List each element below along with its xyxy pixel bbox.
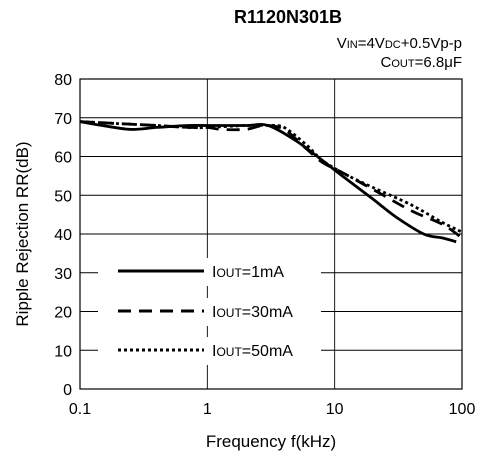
x-tick-label-1: 1 [203,401,212,418]
y-tick-label-0: 0 [63,382,72,399]
legend-label-1ma: IOUT=1mA [212,264,284,281]
y-tick-label-60: 60 [54,150,72,167]
condition-output-capacitor: COUT=6.8μF [380,54,462,71]
y-tick-label-70: 70 [54,111,72,128]
condition-input-voltage: VIN=4VDC+0.5Vp-p [337,35,462,52]
plot-frame [79,78,463,390]
y-tick-label-40: 40 [54,227,72,244]
y-axis-label: Ripple Rejection RR(dB) [13,141,32,326]
legend: IOUT=1mA IOUT=30mA IOUT=50mA [98,258,321,365]
series-line-2 [79,120,463,240]
x-tick-label-10: 10 [326,401,344,418]
legend-label-bg-1 [208,260,321,282]
series-line-3 [79,120,463,234]
series-lines [79,120,463,244]
legend-label-bg-2 [208,300,321,322]
series-line-1 [79,120,457,244]
y-tick-label-50: 50 [54,188,72,205]
legend-label-50ma: IOUT=50mA [212,343,293,360]
x-tick-label-100: 100 [449,401,476,418]
y-tick-label-30: 30 [54,266,72,283]
legend-label-30ma: IOUT=30mA [212,304,293,321]
y-tick-label-10: 10 [54,343,72,360]
legend-label-bg-3 [208,339,321,361]
y-tick-label-20: 20 [54,305,72,322]
x-tick-label-0.1: 0.1 [69,401,91,418]
chart-title: R1120N301B [234,7,342,27]
y-tick-label-80: 80 [54,72,72,89]
x-axis-label: Frequency f(kHz) [206,432,336,451]
tick-labels: 0 10 20 30 40 50 60 70 80 0.1 1 10 100 [54,72,475,418]
